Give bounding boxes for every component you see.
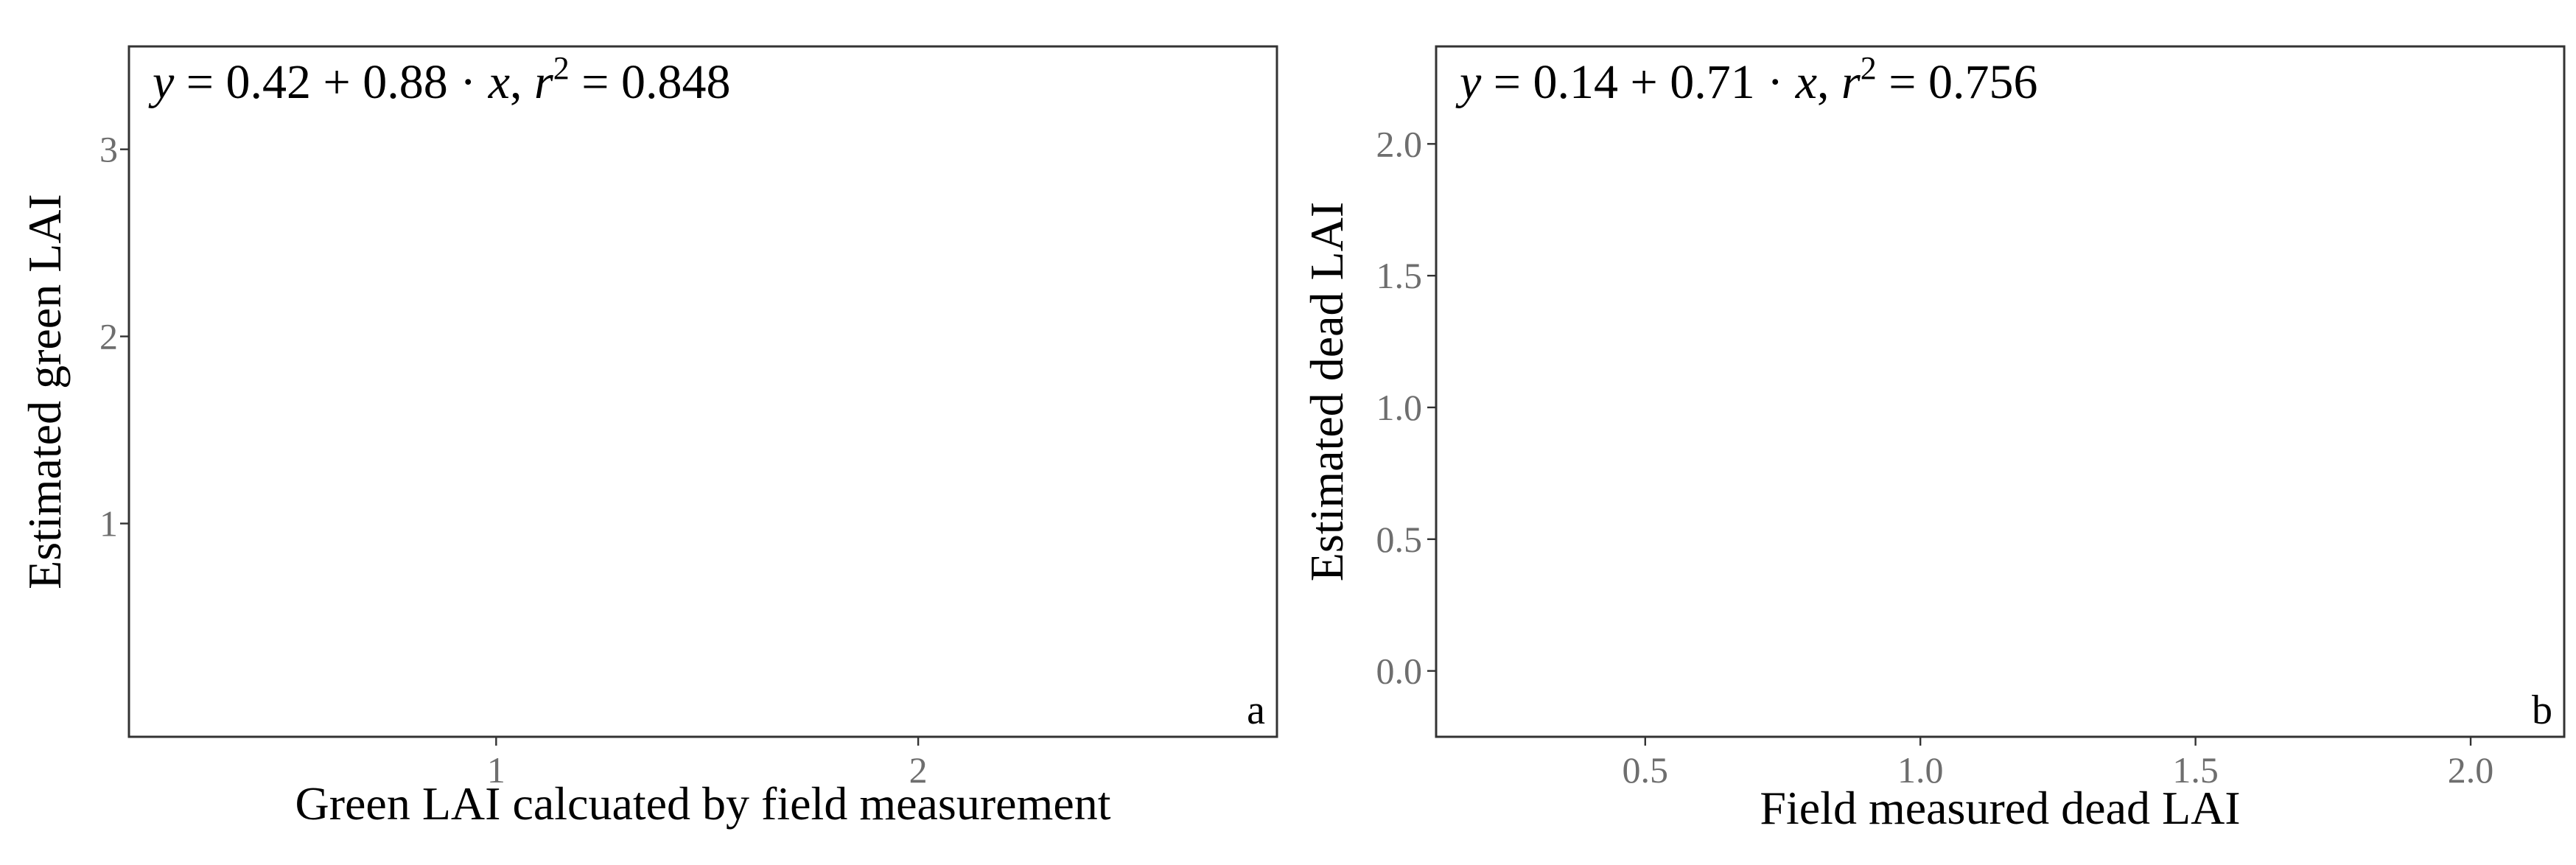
y-tick-label: 3 — [99, 129, 118, 170]
equation-part: r — [534, 55, 553, 109]
y-axis-title: Estimated dead LAI — [1301, 202, 1353, 581]
equation-part: 0.42 — [226, 55, 312, 109]
regression-equation: y = 0.42 + 0.88 · x, r2 = 0.848 — [148, 50, 730, 109]
y-axis-title: Estimated green LAI — [18, 194, 71, 589]
equation-part: r — [1841, 55, 1861, 109]
equation-part: = — [1877, 55, 1928, 109]
equation-part: = — [174, 55, 225, 109]
x-tick-label: 1 — [487, 749, 505, 791]
x-tick-label: 2 — [909, 749, 928, 791]
y-tick-label: 1.5 — [1376, 255, 1423, 296]
panel-b: 0.5 1.0 1.5 2.0 0.0 0.5 1.0 1.5 2.0 Field measure… — [1301, 45, 2566, 834]
y-tick-label: 0.5 — [1376, 519, 1423, 560]
equation-part: 0.14 — [1533, 55, 1619, 109]
y-tick-label: 2.0 — [1376, 123, 1423, 164]
y-tick-label: 1.0 — [1376, 387, 1423, 428]
equation-part: , — [510, 55, 534, 109]
equation-part: = — [570, 55, 621, 109]
equation-part: y — [148, 55, 175, 109]
x-tick-label: 1.0 — [1897, 749, 1944, 791]
panel-letter: b — [2532, 687, 2552, 733]
equation-part: 2 — [553, 50, 570, 86]
equation-part: 2 — [1861, 50, 1877, 86]
x-axis-title: Green LAI calcuated by field measurement — [295, 777, 1110, 830]
equation-part: , — [1817, 55, 1841, 109]
equation-part: 0.88 — [363, 55, 448, 109]
plot-frame — [127, 45, 1278, 738]
equation-part: · — [448, 55, 489, 109]
equation-part: = — [1481, 55, 1533, 109]
equation-part: 0.848 — [621, 55, 731, 109]
equation-part: 0.71 — [1670, 55, 1755, 109]
equation-part: · — [1755, 55, 1796, 109]
equation-part: x — [1795, 55, 1817, 109]
y-tick-label: 1 — [99, 503, 118, 544]
regression-equation: y = 0.14 + 0.71 · x, r2 = 0.756 — [1455, 50, 2037, 109]
equation-part: x — [488, 55, 510, 109]
equation-part: + — [311, 55, 363, 109]
equation-part: 0.756 — [1928, 55, 2038, 109]
y-tick-label: 2 — [99, 316, 118, 357]
x-axis-title: Field measured dead LAI — [1760, 782, 2240, 834]
y-tick-label: 0.0 — [1376, 651, 1423, 692]
panel-letter: a — [1247, 687, 1265, 733]
x-tick-label: 1.5 — [2172, 749, 2219, 791]
equation-part: y — [1455, 55, 1482, 109]
x-tick-label: 2.0 — [2448, 749, 2494, 791]
equation-part: + — [1618, 55, 1670, 109]
x-tick-label: 0.5 — [1623, 749, 1669, 791]
panel-a: 1 2 1 2 3 Green LAI calcuated by field measur… — [18, 45, 1278, 830]
plot-frame — [1435, 45, 2566, 738]
